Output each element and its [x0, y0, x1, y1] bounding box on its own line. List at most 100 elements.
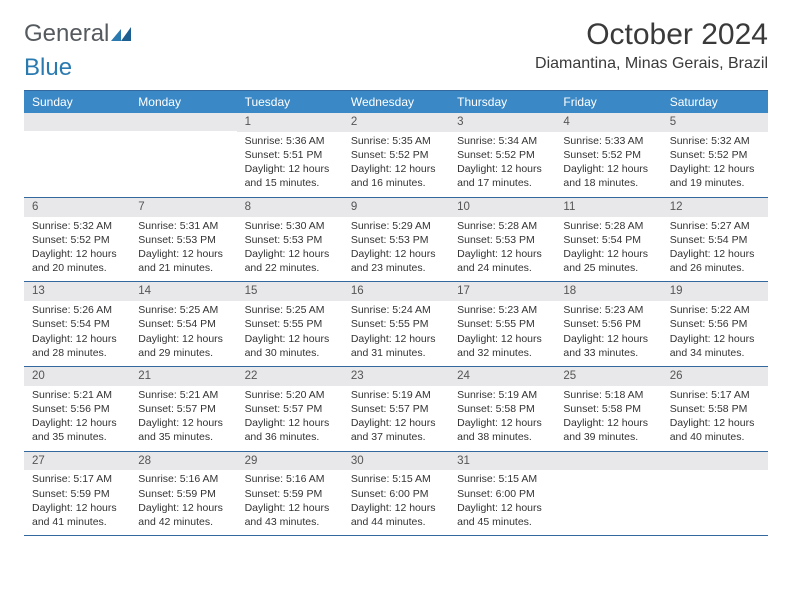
sunrise-text: Sunrise: 5:19 AM: [457, 388, 547, 402]
sunrise-text: Sunrise: 5:33 AM: [563, 134, 653, 148]
day-body: Sunrise: 5:19 AMSunset: 5:58 PMDaylight:…: [449, 386, 555, 451]
brand-text: General Blue: [24, 22, 133, 80]
day-number: 29: [237, 452, 343, 471]
day-body: Sunrise: 5:19 AMSunset: 5:57 PMDaylight:…: [343, 386, 449, 451]
sunset-text: Sunset: 5:54 PM: [138, 317, 228, 331]
sunset-text: Sunset: 5:59 PM: [245, 487, 335, 501]
day-number: 7: [130, 198, 236, 217]
daylight-text: Daylight: 12 hours and 36 minutes.: [245, 416, 335, 444]
sunset-text: Sunset: 5:59 PM: [138, 487, 228, 501]
month-title: October 2024: [535, 18, 768, 51]
brand-logo: General Blue: [24, 22, 133, 80]
day-body: Sunrise: 5:28 AMSunset: 5:53 PMDaylight:…: [449, 217, 555, 282]
day-number: 14: [130, 282, 236, 301]
sunset-text: Sunset: 5:58 PM: [563, 402, 653, 416]
sunset-text: Sunset: 5:54 PM: [670, 233, 760, 247]
day-cell: 2Sunrise: 5:35 AMSunset: 5:52 PMDaylight…: [343, 113, 449, 197]
day-body: Sunrise: 5:30 AMSunset: 5:53 PMDaylight:…: [237, 217, 343, 282]
day-number: 25: [555, 367, 661, 386]
dow-monday: Monday: [130, 91, 236, 113]
day-number: 27: [24, 452, 130, 471]
brand-word1: General: [24, 20, 109, 47]
sunrise-text: Sunrise: 5:19 AM: [351, 388, 441, 402]
daylight-text: Daylight: 12 hours and 25 minutes.: [563, 247, 653, 275]
sunrise-text: Sunrise: 5:17 AM: [32, 472, 122, 486]
day-body: Sunrise: 5:29 AMSunset: 5:53 PMDaylight:…: [343, 217, 449, 282]
dow-tuesday: Tuesday: [237, 91, 343, 113]
day-number: 26: [662, 367, 768, 386]
sunset-text: Sunset: 5:52 PM: [563, 148, 653, 162]
sunrise-text: Sunrise: 5:23 AM: [563, 303, 653, 317]
sunrise-text: Sunrise: 5:35 AM: [351, 134, 441, 148]
day-number: 17: [449, 282, 555, 301]
day-number: 5: [662, 113, 768, 132]
day-body: Sunrise: 5:17 AMSunset: 5:59 PMDaylight:…: [24, 470, 130, 535]
sunrise-text: Sunrise: 5:34 AM: [457, 134, 547, 148]
sunset-text: Sunset: 5:57 PM: [245, 402, 335, 416]
daylight-text: Daylight: 12 hours and 37 minutes.: [351, 416, 441, 444]
day-body: Sunrise: 5:35 AMSunset: 5:52 PMDaylight:…: [343, 132, 449, 197]
day-body: [662, 470, 768, 532]
day-cell: 26Sunrise: 5:17 AMSunset: 5:58 PMDayligh…: [662, 367, 768, 451]
sunrise-text: Sunrise: 5:36 AM: [245, 134, 335, 148]
sunset-text: Sunset: 5:51 PM: [245, 148, 335, 162]
day-body: Sunrise: 5:25 AMSunset: 5:55 PMDaylight:…: [237, 301, 343, 366]
dow-wednesday: Wednesday: [343, 91, 449, 113]
dow-friday: Friday: [555, 91, 661, 113]
sunset-text: Sunset: 5:59 PM: [32, 487, 122, 501]
sunset-text: Sunset: 5:54 PM: [32, 317, 122, 331]
day-number: 18: [555, 282, 661, 301]
day-number: 6: [24, 198, 130, 217]
day-cell: 28Sunrise: 5:16 AMSunset: 5:59 PMDayligh…: [130, 452, 236, 536]
day-cell: 12Sunrise: 5:27 AMSunset: 5:54 PMDayligh…: [662, 198, 768, 282]
sunrise-text: Sunrise: 5:26 AM: [32, 303, 122, 317]
dow-saturday: Saturday: [662, 91, 768, 113]
day-body: Sunrise: 5:18 AMSunset: 5:58 PMDaylight:…: [555, 386, 661, 451]
day-number: [662, 452, 768, 470]
day-body: Sunrise: 5:32 AMSunset: 5:52 PMDaylight:…: [662, 132, 768, 197]
sunset-text: Sunset: 6:00 PM: [457, 487, 547, 501]
sunset-text: Sunset: 5:52 PM: [457, 148, 547, 162]
sunrise-text: Sunrise: 5:16 AM: [138, 472, 228, 486]
day-number: 24: [449, 367, 555, 386]
day-body: Sunrise: 5:31 AMSunset: 5:53 PMDaylight:…: [130, 217, 236, 282]
sunset-text: Sunset: 5:56 PM: [670, 317, 760, 331]
day-number: 11: [555, 198, 661, 217]
daylight-text: Daylight: 12 hours and 34 minutes.: [670, 332, 760, 360]
day-body: Sunrise: 5:16 AMSunset: 5:59 PMDaylight:…: [237, 470, 343, 535]
daylight-text: Daylight: 12 hours and 31 minutes.: [351, 332, 441, 360]
day-cell: 13Sunrise: 5:26 AMSunset: 5:54 PMDayligh…: [24, 282, 130, 366]
day-cell-blank: [24, 113, 130, 197]
day-number: 30: [343, 452, 449, 471]
day-body: Sunrise: 5:21 AMSunset: 5:56 PMDaylight:…: [24, 386, 130, 451]
sunrise-text: Sunrise: 5:28 AM: [457, 219, 547, 233]
sunrise-text: Sunrise: 5:22 AM: [670, 303, 760, 317]
daylight-text: Daylight: 12 hours and 39 minutes.: [563, 416, 653, 444]
sunrise-text: Sunrise: 5:25 AM: [245, 303, 335, 317]
daylight-text: Daylight: 12 hours and 35 minutes.: [138, 416, 228, 444]
daylight-text: Daylight: 12 hours and 26 minutes.: [670, 247, 760, 275]
sunrise-text: Sunrise: 5:28 AM: [563, 219, 653, 233]
weeks-container: 1Sunrise: 5:36 AMSunset: 5:51 PMDaylight…: [24, 113, 768, 536]
sunrise-text: Sunrise: 5:20 AM: [245, 388, 335, 402]
day-number: 23: [343, 367, 449, 386]
sunset-text: Sunset: 5:55 PM: [351, 317, 441, 331]
sunset-text: Sunset: 5:58 PM: [670, 402, 760, 416]
day-cell: 10Sunrise: 5:28 AMSunset: 5:53 PMDayligh…: [449, 198, 555, 282]
day-number: 3: [449, 113, 555, 132]
day-cell: 15Sunrise: 5:25 AMSunset: 5:55 PMDayligh…: [237, 282, 343, 366]
day-body: Sunrise: 5:34 AMSunset: 5:52 PMDaylight:…: [449, 132, 555, 197]
day-body: Sunrise: 5:28 AMSunset: 5:54 PMDaylight:…: [555, 217, 661, 282]
day-number: 16: [343, 282, 449, 301]
day-number: [555, 452, 661, 470]
daylight-text: Daylight: 12 hours and 19 minutes.: [670, 162, 760, 190]
day-body: Sunrise: 5:27 AMSunset: 5:54 PMDaylight:…: [662, 217, 768, 282]
daylight-text: Daylight: 12 hours and 40 minutes.: [670, 416, 760, 444]
daylight-text: Daylight: 12 hours and 18 minutes.: [563, 162, 653, 190]
day-number: 10: [449, 198, 555, 217]
sunrise-text: Sunrise: 5:21 AM: [32, 388, 122, 402]
dow-row: SundayMondayTuesdayWednesdayThursdayFrid…: [24, 91, 768, 113]
day-number: [24, 113, 130, 131]
sunset-text: Sunset: 5:55 PM: [457, 317, 547, 331]
day-cell-blank: [662, 452, 768, 536]
